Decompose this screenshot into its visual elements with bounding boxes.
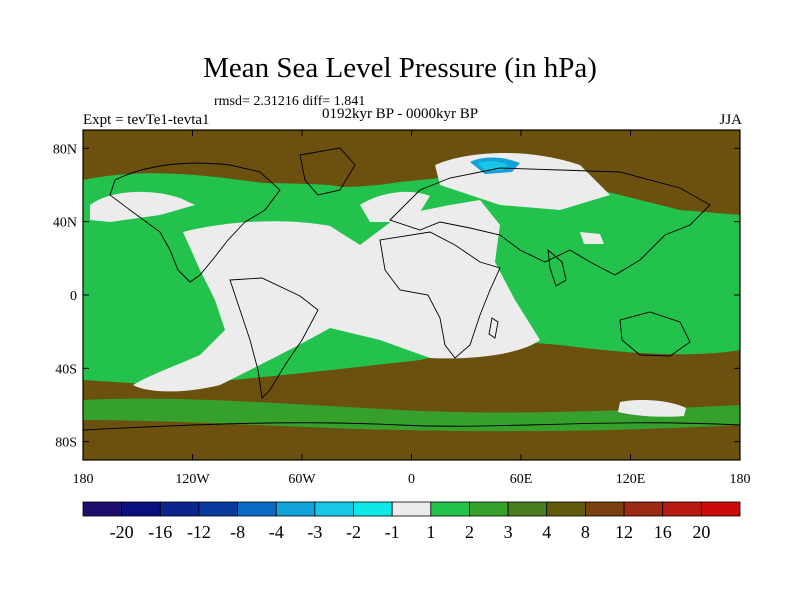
- x-tick-label: 60W: [288, 472, 316, 487]
- y-tick-label: 0: [70, 289, 77, 304]
- colorbar-label: 20: [692, 522, 710, 542]
- coast-europe-asia: [389, 167, 711, 276]
- colorbar-swatch: [546, 501, 586, 517]
- coast-australia: [619, 311, 691, 357]
- colorbar-label: -2: [346, 522, 361, 542]
- y-tick-label: 80N: [53, 142, 77, 157]
- colorbar-swatch: [623, 501, 664, 517]
- coast-antarctica: [82, 422, 741, 431]
- stats-line: rmsd= 2.31216 diff= 1.841: [214, 94, 366, 109]
- x-axis-ticks: 180 120W 60W 0 60E 120E 180: [73, 130, 751, 487]
- colorbar-swatch: [469, 501, 509, 517]
- colorbar-label: 1: [426, 522, 435, 542]
- colorbar-label: -4: [269, 522, 284, 542]
- x-tick-label: 120W: [175, 472, 210, 487]
- colorbar-label: -16: [148, 522, 172, 542]
- colorbar-label: 16: [654, 522, 672, 542]
- chart-title: Mean Sea Level Pressure (in hPa): [203, 52, 597, 84]
- y-axis-ticks: 80N 40N 0 40S 80S: [53, 142, 740, 451]
- colorbar-label: 12: [615, 522, 633, 542]
- coast-india: [547, 248, 567, 287]
- coast-greenland: [299, 147, 356, 196]
- coast-north-america: [109, 162, 281, 283]
- colorbar-swatch: [275, 501, 316, 517]
- colorbar-swatch: [121, 501, 161, 517]
- colorbar-label: -1: [385, 522, 400, 542]
- colorbar-label: -20: [110, 522, 134, 542]
- field-arctic-low-core: [478, 161, 508, 171]
- coast-madagascar: [488, 317, 499, 339]
- colorbar-swatch: [237, 501, 277, 517]
- colorbar-swatch: [82, 501, 123, 517]
- colorbar-label: 8: [581, 522, 590, 542]
- experiment-label: Expt = tevTe1-tevta1: [83, 112, 210, 128]
- colorbar-swatch: [159, 501, 200, 517]
- x-tick-label: 60E: [510, 472, 533, 487]
- y-tick-label: 80S: [55, 436, 77, 451]
- colorbar-swatch: [507, 501, 548, 517]
- field-south-atlantic: [133, 200, 540, 392]
- colorbar-label: -12: [187, 522, 211, 542]
- field-asia-light: [580, 232, 604, 244]
- colorbar-label: -8: [230, 522, 245, 542]
- x-tick-label: 120E: [616, 472, 646, 487]
- colorbar-swatch: [662, 501, 702, 517]
- colorbar-swatch: [391, 501, 432, 517]
- x-tick-label: 0: [408, 472, 415, 487]
- colorbar-swatch: [585, 501, 625, 517]
- coastlines: [82, 147, 741, 431]
- y-tick-label: 40S: [55, 362, 77, 377]
- coast-africa: [379, 231, 501, 359]
- field-atlantic-north-light: [360, 191, 430, 222]
- colorbar-swatch: [314, 501, 354, 517]
- coast-south-america: [229, 277, 319, 399]
- colorbar-label: 4: [542, 522, 551, 542]
- x-tick-label: 180: [730, 472, 751, 487]
- season-label: JJA: [719, 112, 742, 128]
- colorbar-label: 3: [504, 522, 513, 542]
- y-tick-label: 40N: [53, 216, 77, 231]
- colorbar-label: -3: [307, 522, 322, 542]
- map-field: [83, 130, 740, 460]
- colorbar-swatch: [430, 501, 470, 517]
- colorbar-swatch: [353, 501, 393, 517]
- field-antarctic-light: [618, 400, 686, 417]
- period-label: 0192kyr BP - 0000kyr BP: [321, 106, 479, 122]
- x-tick-label: 180: [73, 472, 94, 487]
- colorbar-swatch: [700, 501, 741, 517]
- colorbar-label: 2: [465, 522, 474, 542]
- colorbar: -20 -16 -12 -8 -4 -3 -2 -1 1 2 3 4 8 12 16 20: [82, 501, 741, 542]
- colorbar-swatch: [198, 501, 238, 517]
